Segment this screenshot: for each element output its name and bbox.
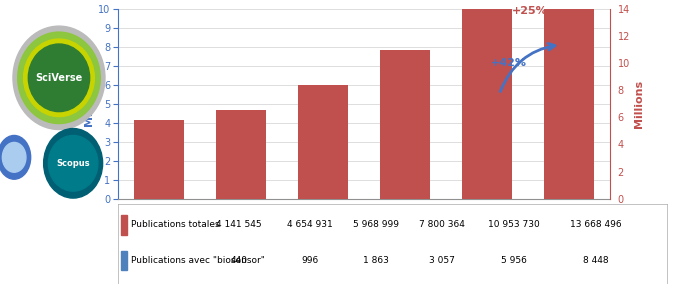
Text: Publications totales: Publications totales [131,220,219,229]
Ellipse shape [2,142,26,172]
Ellipse shape [24,39,94,116]
Y-axis label: Millions: Millions [634,80,644,128]
Bar [380,50,429,199]
Text: 10 953 730: 10 953 730 [487,220,539,229]
Text: 8 448: 8 448 [583,256,609,265]
Text: 440: 440 [231,256,247,265]
Text: 1 863: 1 863 [363,256,389,265]
Text: 4 654 931: 4 654 931 [287,220,333,229]
Ellipse shape [13,26,105,130]
Bar [299,85,348,199]
Y-axis label: Milliers: Milliers [84,81,94,126]
Text: 996: 996 [301,256,319,265]
Text: SciVerse: SciVerse [35,73,83,83]
Ellipse shape [0,135,31,179]
Ellipse shape [28,44,90,112]
Ellipse shape [18,32,100,124]
Text: Scopus: Scopus [57,159,90,168]
Text: 5 968 999: 5 968 999 [353,220,399,229]
Bar [121,250,127,270]
Text: 5 956: 5 956 [501,256,526,265]
Bar [134,120,183,199]
Text: 4 141 545: 4 141 545 [216,220,262,229]
Bar [545,0,594,199]
Text: +25%: +25% [512,6,547,16]
Bar [462,0,512,199]
Bar [216,110,266,199]
Text: 3 057: 3 057 [429,256,455,265]
Ellipse shape [44,128,102,198]
Text: +42%: +42% [491,58,527,68]
Text: 13 668 496: 13 668 496 [570,220,621,229]
Ellipse shape [49,135,98,191]
Text: Publications avec "biosensor": Publications avec "biosensor" [131,256,264,265]
Bar [121,215,127,235]
Text: 7 800 364: 7 800 364 [419,220,465,229]
